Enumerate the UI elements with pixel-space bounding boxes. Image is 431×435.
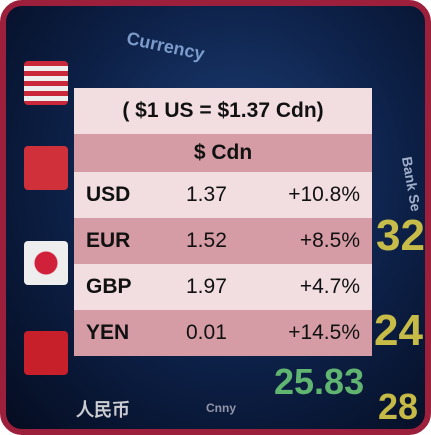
table-cell: 1.97 — [186, 275, 227, 298]
table-cell: +14.5% — [288, 321, 360, 344]
flag — [24, 61, 68, 105]
table-cell: +8.5% — [299, 229, 360, 252]
bg-text: 人民币 — [76, 400, 130, 420]
table: ( $1 US = $1.37 Cdn) $ Cdn USD 1.37 +10.8%… — [74, 88, 372, 356]
bg-text: 25.83 — [274, 361, 365, 402]
flag — [24, 331, 68, 375]
bg-text: Currency — [124, 28, 207, 65]
bg-text: 24. — [374, 306, 431, 355]
table-cell: 0.01 — [186, 321, 227, 344]
table-cell: GBP — [86, 275, 132, 298]
table-cell: EUR — [86, 229, 131, 252]
table-cell: 1.52 — [186, 229, 227, 252]
table-row: YEN 0.01 +14.5% — [74, 310, 372, 356]
flag — [24, 146, 68, 190]
flag — [24, 241, 68, 285]
bg-text: Bank Se — [398, 155, 425, 213]
table-cell: +4.7% — [299, 275, 360, 298]
table-row: USD 1.37 +10.8% — [74, 172, 372, 218]
table-row: GBP 1.97 +4.7% — [74, 264, 372, 310]
bg-text: 32 — [376, 211, 425, 260]
table-row: EUR 1.52 +8.5% — [74, 218, 372, 264]
bg-text: 28 — [378, 386, 419, 427]
table-cell: +10.8% — [288, 183, 360, 206]
table-title: ( $1 US = $1.37 Cdn) — [74, 88, 372, 134]
table-cell: USD — [86, 183, 131, 206]
table-cell: YEN — [86, 321, 130, 344]
bg-text: Cnny — [206, 401, 236, 415]
table-cell: 1.37 — [186, 183, 227, 206]
table-header: $ Cdn — [74, 134, 372, 172]
